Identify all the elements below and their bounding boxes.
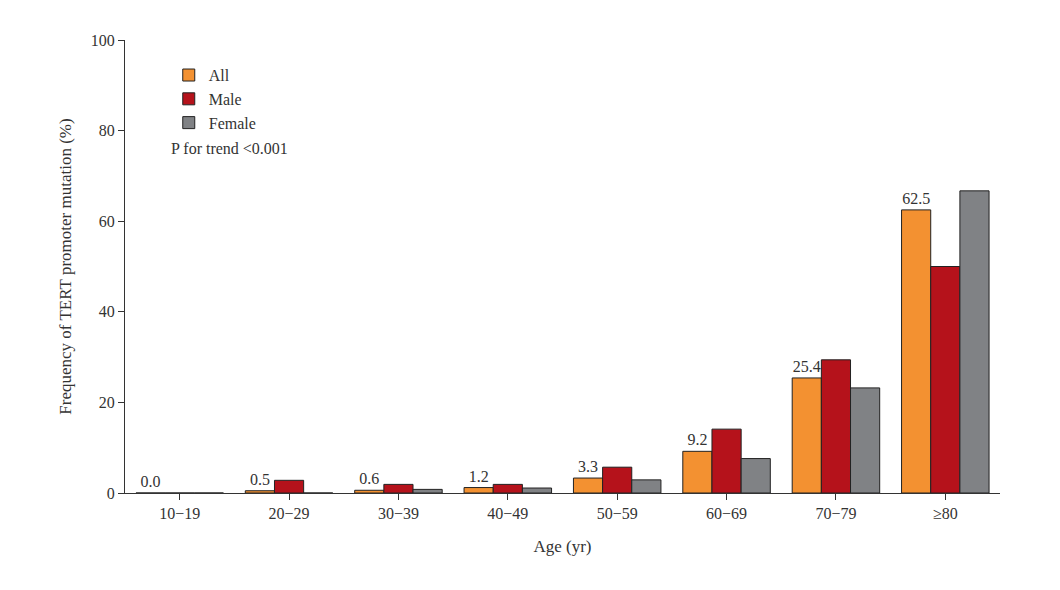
svg-text:≥80: ≥80 [933,505,958,522]
svg-text:40: 40 [99,303,115,320]
svg-text:1.2: 1.2 [469,468,489,485]
svg-text:0: 0 [107,485,115,502]
svg-text:P for trend <0.001: P for trend <0.001 [171,140,288,157]
svg-text:Male: Male [209,91,242,108]
svg-text:50−59: 50−59 [597,505,638,522]
svg-text:20: 20 [99,394,115,411]
svg-text:70−79: 70−79 [815,505,856,522]
svg-text:25.4: 25.4 [793,358,821,375]
svg-text:Frequency of TERT promoter mut: Frequency of TERT promoter mutation (%) [56,118,75,414]
svg-text:0.6: 0.6 [359,470,379,487]
svg-text:All: All [209,67,230,84]
svg-text:40−49: 40−49 [487,505,528,522]
svg-text:0.0: 0.0 [141,473,161,490]
svg-text:60−69: 60−69 [706,505,747,522]
svg-text:62.5: 62.5 [902,190,930,207]
svg-text:Female: Female [209,115,256,132]
svg-text:3.3: 3.3 [578,458,598,475]
svg-text:30−39: 30−39 [378,505,419,522]
svg-text:20−29: 20−29 [269,505,310,522]
svg-text:Age (yr): Age (yr) [533,537,591,556]
svg-text:100: 100 [91,32,115,49]
svg-text:60: 60 [99,213,115,230]
svg-text:9.2: 9.2 [687,431,707,448]
svg-text:80: 80 [99,122,115,139]
svg-text:10−19: 10−19 [159,505,200,522]
svg-text:0.5: 0.5 [250,471,270,488]
